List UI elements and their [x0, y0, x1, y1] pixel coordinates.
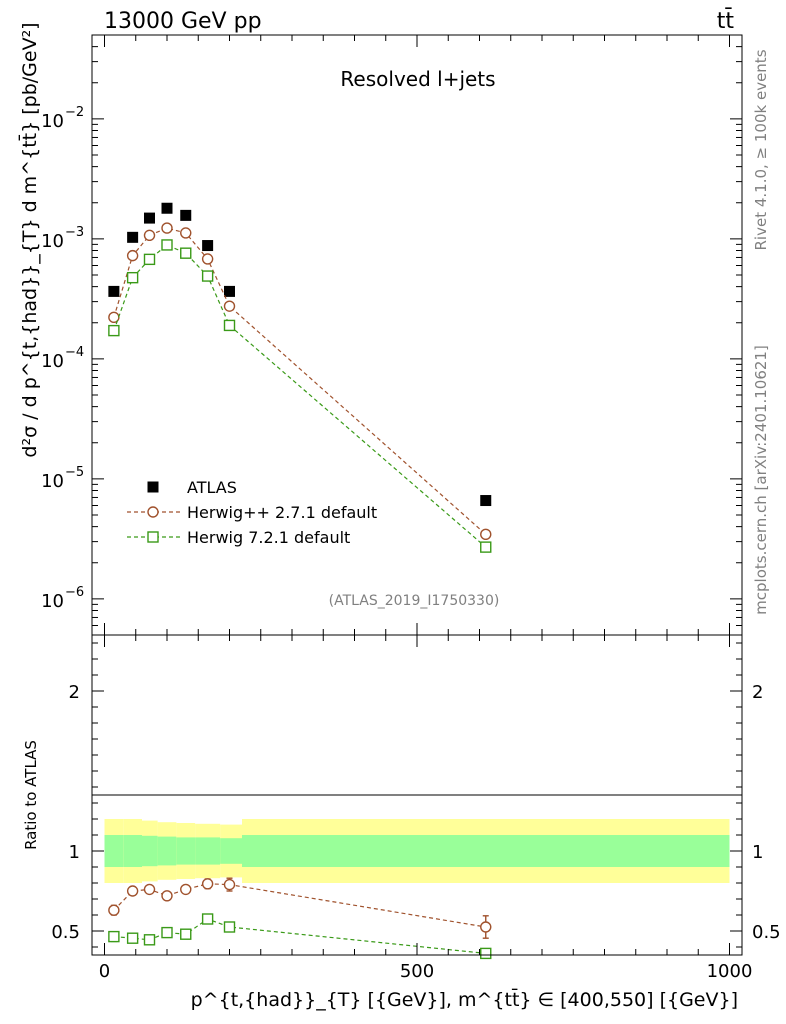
herwig7-point	[223, 319, 236, 332]
ratio-panel: 0 500 1000 0.5 0.5 1 1 2 2 Ratio to ATLAS p^{t,{…	[22, 634, 781, 1011]
herwigpp-point	[180, 227, 192, 239]
uncertainty-band-inner	[220, 838, 242, 864]
ratio-y-tick-label-right: 0.5	[752, 922, 781, 943]
ratio-herwigpp-point	[180, 883, 192, 896]
herwigpp-point	[480, 528, 492, 541]
legend-label: Herwig 7.2.1 default	[187, 528, 350, 547]
herwigpp-point	[126, 249, 139, 262]
ratio-herwig7-point	[108, 930, 120, 943]
herwig7-point	[201, 270, 214, 282]
ratio-herwig7-point	[126, 932, 139, 944]
atlas-data-point	[202, 240, 214, 252]
uncertainty-band-inner	[195, 837, 221, 865]
atlas-data-point	[144, 212, 155, 224]
y-tick-label: 10	[41, 351, 64, 372]
chart-title: Resolved l+jets	[340, 67, 495, 91]
ratio-herwigpp-point	[223, 878, 236, 891]
ratio-herwigpp-point	[161, 890, 173, 902]
main-panel: 10−610−510−410−310−2 Resolved l+jets (AT…	[17, 22, 743, 636]
herwig7-point	[480, 541, 492, 553]
ratio-marks	[108, 877, 492, 960]
atlas-data-point	[161, 202, 173, 214]
series-line	[113, 227, 487, 535]
y-tick-label-exponent: −4	[65, 345, 84, 360]
energy-label: 13000 GeV pp	[104, 9, 262, 34]
main-ylabel: d²σ / d p^{t,{had}}_{T} d m^{tt̄} [pb/Ge…	[17, 22, 41, 457]
ratio-herwigpp-point	[126, 885, 139, 897]
herwig7-point	[161, 239, 173, 251]
ratio-herwig7-point	[143, 934, 156, 946]
uncertainty-band-inner	[104, 835, 124, 867]
ratio-herwigpp-point	[108, 904, 120, 916]
ratio-herwig7-point	[180, 928, 192, 940]
atlas-data-point	[480, 495, 492, 507]
y-tick-label: 10	[41, 111, 64, 132]
ratio-herwigpp-point	[201, 878, 214, 890]
herwigpp-point	[161, 222, 173, 234]
main-marks	[108, 202, 492, 553]
legend-marker-herwig7	[147, 531, 159, 543]
atlas-data-point	[180, 209, 192, 221]
y-tick-label: 10	[41, 231, 64, 252]
series-line	[113, 244, 487, 548]
legend-marker-herwigpp	[147, 506, 159, 518]
x-tick-label: 1000	[707, 961, 753, 982]
ratio-ylabel: Ratio to ATLAS	[22, 740, 40, 850]
ratio-y-tick-label: 0.5	[51, 922, 80, 943]
ratio-herwig7-point	[223, 921, 236, 933]
rivet-label: Rivet 4.1.0, ≥ 100k events	[752, 49, 770, 250]
x-tick-label: 0	[99, 961, 110, 982]
process-label: tt̄	[717, 8, 735, 34]
ratio-y-tick-label: 2	[69, 682, 80, 703]
ratio-series-line	[113, 883, 486, 928]
herwig7-point	[108, 324, 120, 337]
x-axis-label: p^{t,{had}}_{T} [{GeV}], m^{tt̄} ∈ [400,…	[191, 987, 738, 1011]
atlas-data-point	[224, 285, 235, 297]
y-tick-label-exponent: −6	[65, 585, 84, 600]
herwigpp-point	[201, 253, 214, 265]
uncertainty-band-inner	[123, 835, 142, 867]
watermark: (ATLAS_2019_I1750330)	[329, 593, 500, 609]
uncertainty-band-inner	[142, 835, 158, 867]
herwig7-point	[143, 253, 156, 266]
main-axes: 10−610−510−410−310−2	[41, 34, 742, 636]
y-tick-label-exponent: −5	[65, 465, 84, 480]
legend-label: ATLAS	[187, 478, 237, 497]
ratio-herwigpp-point	[143, 883, 156, 896]
ratio-herwig7-point	[201, 913, 214, 925]
y-tick-label: 10	[41, 591, 64, 612]
legend-label: Herwig++ 2.7.1 default	[187, 503, 377, 522]
herwig7-point	[180, 247, 192, 259]
atlas-data-point	[127, 231, 139, 243]
mcplots-label: mcplots.cern.ch [arXiv:2401.10621]	[752, 345, 770, 615]
y-tick-label-exponent: −2	[65, 105, 84, 120]
legend: ATLAS Herwig++ 2.7.1 default Herwig 7.2.1 …	[127, 478, 377, 547]
legend-marker-atlas	[147, 481, 159, 493]
x-tick-label: 500	[400, 961, 434, 982]
y-tick-label: 10	[41, 471, 64, 492]
ratio-herwig7-point	[480, 947, 492, 960]
ratio-bands	[104, 819, 730, 883]
uncertainty-band-inner	[176, 837, 196, 865]
herwig7-point	[126, 271, 139, 284]
atlas-data-point	[108, 285, 120, 297]
uncertainty-band-inner	[157, 836, 177, 866]
y-tick-label-exponent: −3	[65, 225, 84, 240]
ratio-herwig7-point	[161, 926, 173, 939]
ratio-y-tick-label: 1	[69, 842, 80, 863]
uncertainty-band-inner	[242, 835, 730, 867]
ratio-y-tick-label-right: 2	[752, 682, 763, 703]
herwigpp-point	[223, 300, 236, 312]
ratio-y-tick-label-right: 1	[752, 842, 763, 863]
ratio-axes: 0 500 1000 0.5 0.5 1 1 2 2	[51, 635, 781, 982]
herwigpp-point	[143, 229, 156, 242]
ratio-herwigpp-point	[480, 921, 492, 933]
